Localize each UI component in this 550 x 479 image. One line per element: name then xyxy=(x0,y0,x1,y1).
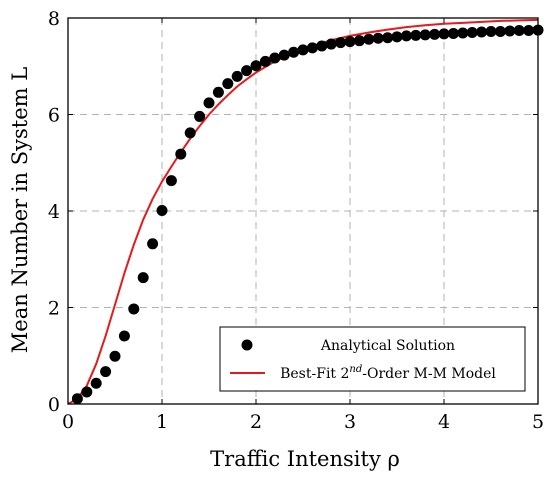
analytical-point-43 xyxy=(476,26,488,38)
y-tick-label-2: 4 xyxy=(48,201,60,223)
tick-labels: 0 1 2 3 4 5 0 2 4 6 8 xyxy=(48,8,544,433)
y-tick-label-4: 8 xyxy=(48,8,60,30)
analytical-point-20 xyxy=(259,55,271,67)
analytical-points-layer xyxy=(71,24,544,405)
analytical-point-32 xyxy=(372,32,384,44)
analytical-point-45 xyxy=(494,26,506,38)
analytical-point-23 xyxy=(288,46,300,58)
analytical-point-7 xyxy=(137,272,149,284)
y-tick-label-1: 2 xyxy=(48,298,60,320)
analytical-point-27 xyxy=(325,38,337,50)
analytical-point-19 xyxy=(250,60,262,72)
analytical-point-37 xyxy=(419,29,431,41)
analytical-point-8 xyxy=(147,238,159,250)
analytical-point-4 xyxy=(109,350,121,362)
analytical-point-38 xyxy=(429,28,441,40)
y-tick-label-0: 0 xyxy=(48,394,60,416)
analytical-point-16 xyxy=(222,78,234,90)
legend-box xyxy=(219,326,526,392)
analytical-point-24 xyxy=(297,44,309,56)
analytical-point-40 xyxy=(447,27,459,39)
analytical-point-34 xyxy=(391,31,403,43)
analytical-point-5 xyxy=(118,330,130,342)
analytical-point-33 xyxy=(382,32,394,44)
x-tick-label-5: 5 xyxy=(532,411,544,433)
legend-label-fit: Best-Fit 2nd-Order M-M Model xyxy=(280,364,496,382)
x-tick-label-4: 4 xyxy=(438,411,450,433)
analytical-point-18 xyxy=(241,65,253,77)
y-axis-label: Mean Number in System L xyxy=(8,67,32,353)
x-axis-label: Traffic Intensity ρ xyxy=(210,447,400,471)
analytical-point-9 xyxy=(156,205,168,217)
analytical-point-41 xyxy=(457,27,469,39)
analytical-point-15 xyxy=(212,86,224,98)
analytical-point-10 xyxy=(165,175,177,187)
analytical-point-44 xyxy=(485,26,497,38)
analytical-point-25 xyxy=(306,42,318,54)
legend: Analytical Solution Best-Fit 2nd-Order M… xyxy=(219,326,526,392)
analytical-point-30 xyxy=(353,35,365,47)
analytical-point-46 xyxy=(504,25,516,37)
analytical-point-48 xyxy=(523,25,535,37)
analytical-point-21 xyxy=(269,52,281,64)
analytical-point-11 xyxy=(175,148,187,160)
x-tick-label-1: 1 xyxy=(156,411,168,433)
analytical-point-3 xyxy=(100,366,112,378)
analytical-point-12 xyxy=(184,127,196,139)
analytical-point-36 xyxy=(410,29,422,41)
fit-line xyxy=(67,18,539,405)
x-tick-label-0: 0 xyxy=(62,411,74,433)
grid-lines xyxy=(68,18,538,404)
analytical-point-2 xyxy=(90,377,102,389)
analytical-point-14 xyxy=(203,97,215,109)
analytical-point-39 xyxy=(438,28,450,40)
analytical-point-35 xyxy=(400,30,412,42)
analytical-point-28 xyxy=(335,37,347,49)
analytical-point-1 xyxy=(81,386,93,398)
y-tick-label-3: 6 xyxy=(48,105,60,127)
legend-marker-analytical xyxy=(241,339,253,351)
analytical-point-29 xyxy=(344,36,356,48)
analytical-point-42 xyxy=(466,26,478,38)
analytical-point-13 xyxy=(194,110,206,122)
analytical-point-26 xyxy=(316,40,328,52)
analytical-point-0 xyxy=(71,393,83,405)
analytical-point-22 xyxy=(278,49,290,61)
analytical-point-17 xyxy=(231,70,243,82)
analytical-point-6 xyxy=(128,303,140,315)
analytical-point-47 xyxy=(513,25,525,37)
x-tick-label-2: 2 xyxy=(250,411,262,433)
analytical-point-31 xyxy=(363,33,375,45)
fit-line-layer xyxy=(67,18,539,405)
x-tick-label-3: 3 xyxy=(344,411,356,433)
legend-label-analytical: Analytical Solution xyxy=(320,338,455,354)
